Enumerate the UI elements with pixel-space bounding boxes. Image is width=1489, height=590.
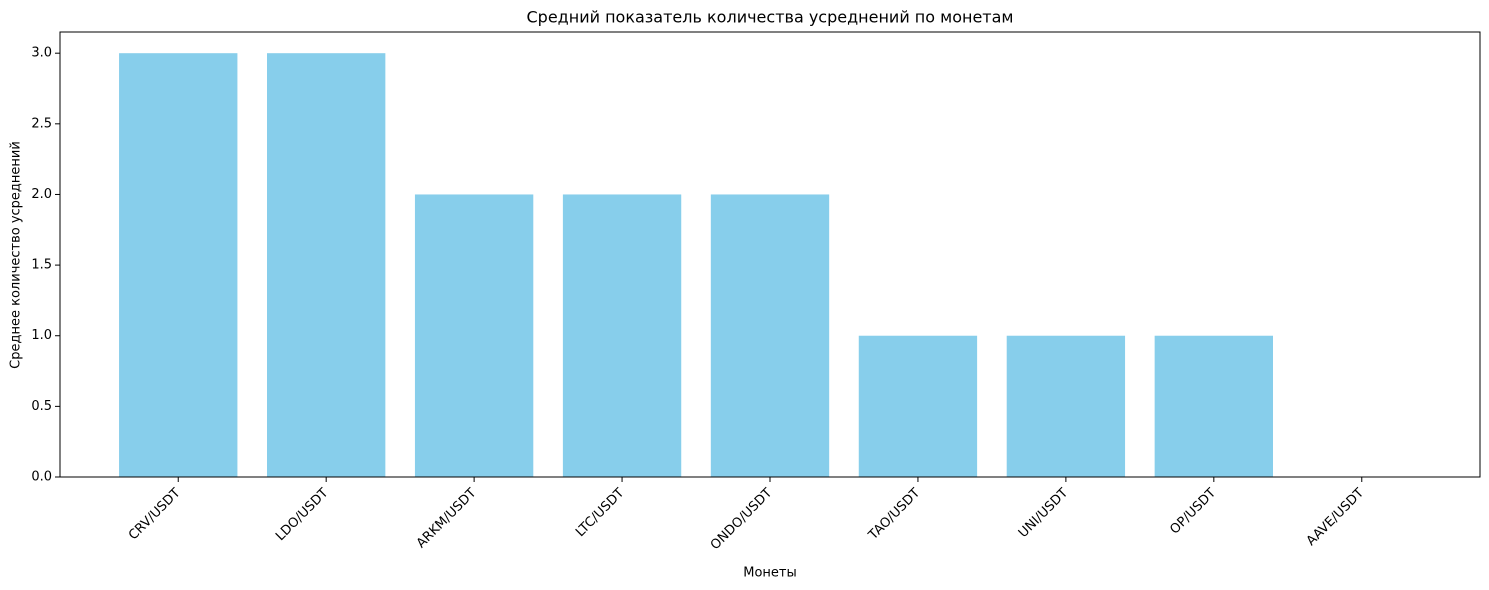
bar bbox=[266, 53, 386, 477]
y-tick-label: 0.0 bbox=[31, 470, 52, 485]
bar bbox=[1006, 335, 1126, 477]
bar bbox=[562, 194, 682, 477]
bar bbox=[1154, 335, 1274, 477]
x-tick-label: TAO/USDT bbox=[865, 486, 923, 544]
y-tick-label: 1.0 bbox=[31, 328, 52, 343]
y-tick-label: 2.0 bbox=[31, 187, 52, 202]
x-tick-label: ARKM/USDT bbox=[414, 486, 480, 552]
chart-title: Средний показатель количества усреднений… bbox=[527, 8, 1014, 27]
y-tick-label: 0.5 bbox=[31, 399, 52, 414]
y-axis-label: Среднее количество усреднений bbox=[9, 141, 24, 369]
x-axis-label: Монеты bbox=[743, 566, 797, 581]
x-tick-label: ONDO/USDT bbox=[708, 486, 775, 553]
bar bbox=[414, 194, 534, 477]
x-tick-label: LDO/USDT bbox=[273, 486, 331, 544]
x-tick-label: UNI/USDT bbox=[1016, 486, 1071, 541]
bar bbox=[119, 53, 238, 477]
x-tick-label: OP/USDT bbox=[1167, 486, 1219, 538]
x-tick-label: CRV/USDT bbox=[126, 486, 184, 544]
plot-frame bbox=[59, 31, 1481, 478]
y-tick-label: 2.5 bbox=[31, 116, 52, 131]
x-tick-label: LTC/USDT bbox=[573, 486, 627, 540]
y-tick-label: 1.5 bbox=[31, 258, 52, 273]
bar bbox=[710, 194, 830, 477]
bar bbox=[858, 335, 978, 477]
y-tick-label: 3.0 bbox=[31, 46, 52, 61]
x-tick-label: AAVE/USDT bbox=[1304, 486, 1367, 549]
